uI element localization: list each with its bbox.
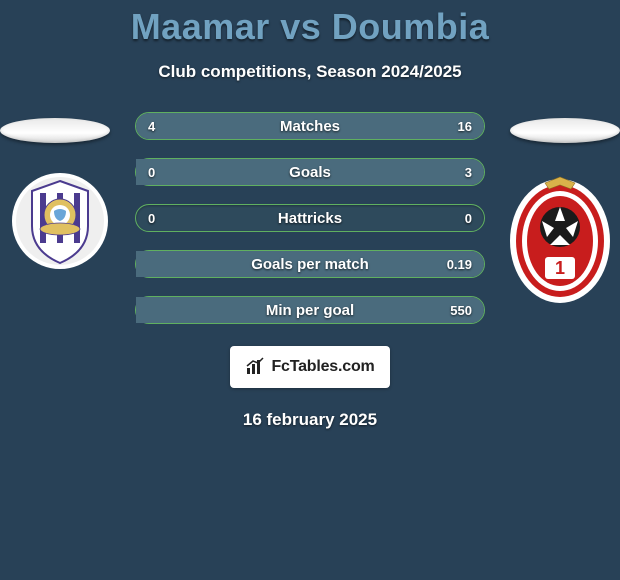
stat-label: Goals <box>289 164 331 181</box>
main-row: 4 16 Matches 0 3 Goals 0 0 Hattricks 0.19 Goals pe… <box>0 112 620 342</box>
svg-text:1: 1 <box>555 258 565 278</box>
stat-value-right: 0 <box>465 211 472 226</box>
source-logo: FcTables.com <box>230 346 390 388</box>
stat-label: Hattricks <box>278 210 342 227</box>
club-crest-right: 1 <box>505 171 615 311</box>
stats-bars: 4 16 Matches 0 3 Goals 0 0 Hattricks 0.19 Goals pe… <box>130 112 490 342</box>
stat-value-left: 4 <box>148 119 155 134</box>
stat-bar: 0 0 Hattricks <box>135 204 485 232</box>
subtitle: Club competitions, Season 2024/2025 <box>158 62 461 82</box>
stat-value-right: 3 <box>465 165 472 180</box>
player-photo-placeholder-left <box>0 118 110 143</box>
stat-value-left: 0 <box>148 211 155 226</box>
comparison-card: Maamar vs Doumbia Club competitions, Sea… <box>0 0 620 580</box>
anderlecht-crest-icon <box>10 171 110 271</box>
left-player-side <box>0 112 120 271</box>
stat-bar: 4 16 Matches <box>135 112 485 140</box>
stat-value-right: 16 <box>458 119 472 134</box>
date: 16 february 2025 <box>243 410 377 430</box>
bar-chart-icon <box>245 356 267 378</box>
stat-bar: 550 Min per goal <box>135 296 485 324</box>
page-title: Maamar vs Doumbia <box>131 6 490 48</box>
player-photo-placeholder-right <box>510 118 620 143</box>
stat-value-right: 0.19 <box>447 257 472 272</box>
right-player-side: 1 <box>500 112 620 311</box>
antwerp-crest-icon: 1 <box>505 171 615 311</box>
stat-label: Matches <box>280 118 340 135</box>
stat-label: Min per goal <box>266 302 354 319</box>
club-crest-left <box>10 171 110 271</box>
stat-value-right: 550 <box>450 303 472 318</box>
bar-fill-left <box>136 113 206 139</box>
source-logo-text: FcTables.com <box>271 358 374 376</box>
stat-bar: 0.19 Goals per match <box>135 250 485 278</box>
stat-bar: 0 3 Goals <box>135 158 485 186</box>
stat-label: Goals per match <box>251 256 369 273</box>
bar-fill-right <box>206 113 484 139</box>
stat-value-left: 0 <box>148 165 155 180</box>
